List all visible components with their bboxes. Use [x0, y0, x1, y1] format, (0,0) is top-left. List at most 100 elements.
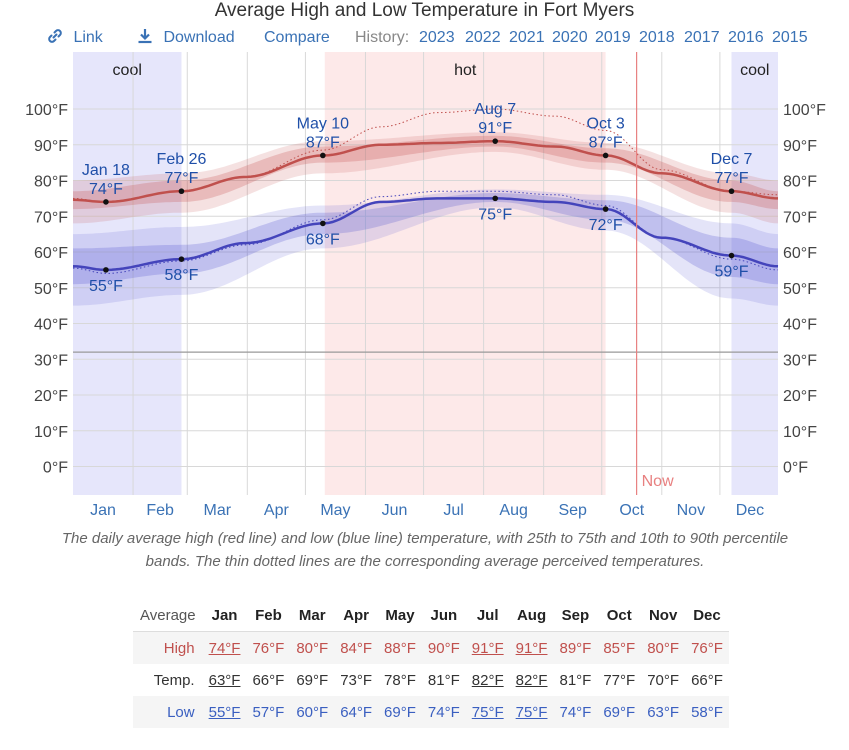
table-month-header: Jan	[211, 606, 238, 624]
month-label: Jun	[382, 502, 408, 519]
table-row: High 74°F 76°F 80°F 84°F 88°F 90°F 91°F 91°F 89°F…	[133, 631, 729, 664]
high-perceived-line	[72, 108, 779, 203]
table-cell: 90°F	[421, 631, 466, 664]
download-button[interactable]: Download	[137, 27, 235, 49]
table-month-header: Mar	[298, 606, 326, 624]
month-label: Jul	[443, 502, 463, 519]
y-tick-label-left: 80°F	[34, 174, 68, 191]
history-year-link[interactable]: 2020	[552, 29, 588, 46]
data-label: 72°F	[589, 217, 623, 234]
data-point	[728, 188, 735, 195]
link-label: Link	[73, 29, 103, 46]
season-label: cool	[740, 62, 769, 79]
table-cell[interactable]: 75°F	[465, 696, 510, 728]
data-label: 87°F	[306, 134, 340, 151]
season-band	[324, 52, 606, 495]
history-year-link[interactable]: 2019	[595, 29, 631, 46]
data-point	[178, 256, 185, 262]
y-tick-label-right: 10°F	[783, 424, 817, 441]
y-tick-label-left: 30°F	[34, 352, 68, 369]
table-row-label: Low	[133, 696, 203, 728]
table-cell: 81°F	[427, 671, 460, 689]
history-year-link[interactable]: 2015	[772, 29, 808, 46]
table-row: Temp. 63°F 66°F 69°F 73°F 78°F 81°F 82°F 82°F 81°…	[133, 664, 729, 696]
table-month-header: Sep	[561, 606, 590, 624]
table-cell[interactable]: 63°F	[208, 671, 241, 689]
chart-caption: The daily average high (red line) and lo…	[61, 530, 789, 570]
y-tick-label-left: 50°F	[34, 281, 68, 298]
history-year-link[interactable]: 2017	[684, 29, 720, 46]
y-tick-label-left: 60°F	[34, 245, 68, 262]
table-header-row: Average Jan Feb Mar Apr May Jun Jul Aug …	[133, 599, 729, 632]
history-year-link[interactable]: 2022	[465, 29, 501, 46]
table-cell: 89°F	[553, 631, 598, 664]
history-year-link[interactable]: 2021	[509, 29, 545, 46]
table-cell: 69°F	[378, 696, 422, 728]
table-row: Low 55°F 57°F 60°F 64°F 69°F 74°F 75°F 75°F 74°F 6…	[133, 696, 729, 728]
temperature-chart: cool hot cool Jan Feb Mar Apr May Jun Jul Aug Sep Oc…	[25, 52, 826, 519]
table-cell: 73°F	[340, 671, 373, 689]
y-tick-label-left: 10°F	[34, 424, 68, 441]
history-year-link[interactable]: 2018	[639, 29, 675, 46]
low-line	[72, 197, 779, 272]
table-cell: 85°F	[597, 631, 642, 664]
data-point	[602, 206, 609, 212]
y-tick-label-right: 90°F	[783, 138, 817, 155]
table-cell: 58°F	[685, 696, 729, 728]
y-tick-label-right: 20°F	[783, 388, 817, 405]
table-cell: 66°F	[691, 671, 723, 689]
table-month-header: Aug	[516, 606, 547, 624]
y-tick-label-right: 40°F	[783, 317, 817, 334]
table-cell: 60°F	[290, 696, 335, 728]
table-header-label: Average	[140, 606, 196, 624]
low-band-25-75	[73, 193, 778, 285]
download-label: Download	[163, 29, 235, 46]
y-tick-label-right: 70°F	[783, 209, 817, 226]
link-button[interactable]: Link	[47, 27, 103, 49]
data-label: 58°F	[164, 267, 198, 284]
table-month-header: Dec	[693, 606, 721, 624]
y-tick-label-left: 20°F	[34, 388, 68, 405]
y-tick-label-left: 90°F	[34, 138, 68, 155]
table-cell[interactable]: 74°F	[202, 631, 247, 664]
table-cell: 84°F	[334, 631, 379, 664]
table-month-header: Oct	[606, 606, 632, 624]
y-tick-label-right: 30°F	[783, 352, 817, 369]
date-label: Dec 7	[711, 151, 753, 168]
low-band-10-90	[73, 189, 778, 306]
table-cell: 74°F	[421, 696, 466, 728]
data-point	[602, 152, 609, 159]
data-label: 87°F	[589, 134, 623, 151]
table-cell[interactable]: 91°F	[465, 631, 510, 664]
table-cell[interactable]: 82°F	[515, 671, 548, 689]
y-tick-label-right: 80°F	[783, 174, 817, 191]
chart-title: Average High and Low Temperature in Fort…	[214, 0, 635, 21]
history-year-link[interactable]: 2016	[728, 29, 764, 46]
download-icon	[138, 29, 152, 44]
table-cell[interactable]: 82°F	[471, 671, 504, 689]
table-month-header: Jul	[476, 606, 499, 624]
data-label: 68°F	[306, 231, 340, 248]
data-label: 77°F	[164, 170, 198, 187]
table-cell: 78°F	[384, 671, 416, 689]
table-cell[interactable]: 75°F	[509, 696, 554, 728]
table-cell: 80°F	[290, 631, 335, 664]
date-label: Aug 7	[474, 101, 516, 118]
date-label: Oct 3	[587, 115, 625, 132]
month-label: Dec	[736, 502, 764, 519]
table-cell[interactable]: 55°F	[202, 696, 247, 728]
table-row-label: Temp.	[153, 671, 195, 689]
compare-button[interactable]: Compare	[264, 29, 330, 46]
history-year-link[interactable]: 2023	[419, 29, 455, 46]
date-label: Jan 18	[82, 162, 130, 179]
table-cell[interactable]: 91°F	[509, 631, 554, 664]
y-tick-label-left: 0°F	[43, 460, 68, 477]
table-month-header: Feb	[255, 606, 282, 624]
history-label: History:	[355, 29, 410, 46]
table-cell: 81°F	[559, 671, 592, 689]
data-point	[492, 138, 499, 144]
table-month-header: Jun	[430, 606, 458, 624]
table-cell: 66°F	[252, 671, 285, 689]
table-cell: 88°F	[378, 631, 422, 664]
month-label: Nov	[677, 502, 705, 519]
